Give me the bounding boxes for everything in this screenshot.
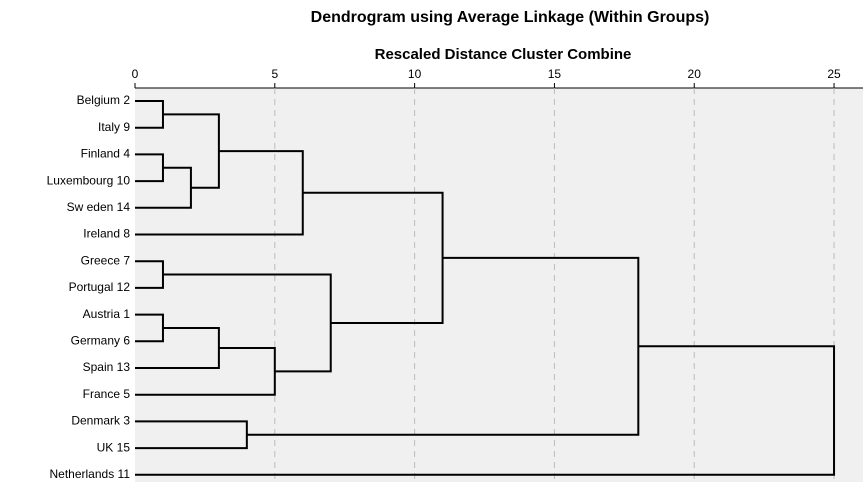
leaf-label: Germany 6	[71, 333, 131, 347]
leaf-label: France 5	[83, 387, 131, 401]
x-tick-label: 10	[408, 67, 422, 81]
leaf-label: Netherlands 11	[50, 467, 131, 481]
leaf-label: Austria 1	[83, 307, 131, 321]
leaf-label: UK 15	[97, 440, 131, 454]
leaf-label: Italy 9	[98, 120, 130, 134]
merge-link	[135, 150, 304, 236]
leaf-label: Belgium 2	[77, 93, 131, 107]
x-tick-label: 15	[548, 67, 562, 81]
leaf-label: Spain 13	[83, 360, 131, 374]
leaf-label: Denmark 3	[71, 414, 130, 428]
merge-link	[135, 166, 192, 209]
merge-link	[135, 420, 248, 450]
chart-title: Dendrogram using Average Linkage (Within…	[311, 9, 710, 26]
leaf-label: Ireland 8	[83, 227, 130, 241]
x-axis-label: Rescaled Distance Cluster Combine	[375, 46, 632, 63]
leaf-label: Finland 4	[81, 147, 131, 161]
leaf-label: Portugal 12	[69, 280, 131, 294]
plot-area	[135, 88, 863, 482]
x-tick-label: 25	[827, 67, 841, 81]
x-tick-label: 20	[688, 67, 702, 81]
x-tick-label: 5	[271, 67, 278, 81]
merge-link	[135, 345, 836, 476]
leaf-label: Luxembourg 10	[47, 173, 131, 187]
leaf-label: Sw eden 14	[67, 200, 131, 214]
x-tick-label: 0	[132, 67, 139, 81]
leaf-label: Greece 7	[81, 253, 131, 267]
